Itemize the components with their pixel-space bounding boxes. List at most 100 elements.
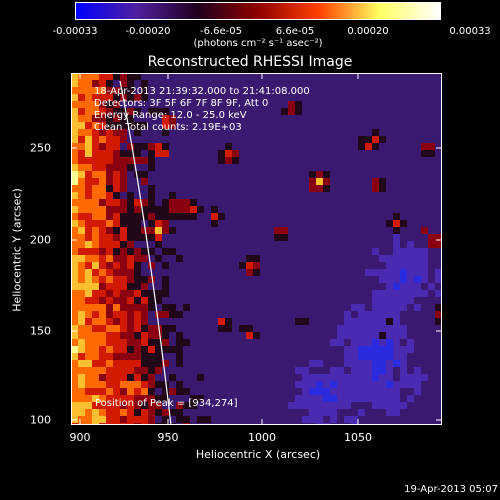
heatmap-cell — [309, 283, 316, 290]
heatmap-cell — [316, 80, 323, 87]
heatmap-cell — [85, 129, 92, 136]
heatmap-cell — [141, 276, 148, 283]
heatmap-cell — [260, 353, 267, 360]
heatmap-cell — [344, 115, 351, 122]
heatmap-cell — [330, 234, 337, 241]
heatmap-cell — [414, 283, 421, 290]
heatmap-cell — [218, 402, 225, 409]
heatmap-cell — [162, 381, 169, 388]
heatmap-cell — [211, 129, 218, 136]
heatmap-cell — [85, 241, 92, 248]
colorbar-tick-label: 0.00033 — [449, 26, 491, 37]
heatmap-cell — [309, 374, 316, 381]
heatmap-cell — [120, 192, 127, 199]
heatmap-cell — [337, 101, 344, 108]
heatmap-cell — [169, 185, 176, 192]
heatmap-cell — [414, 262, 421, 269]
heatmap-cell — [197, 255, 204, 262]
heatmap-cell — [323, 409, 330, 416]
heatmap-cell — [414, 171, 421, 178]
heatmap-cell — [295, 276, 302, 283]
heatmap-cell — [274, 374, 281, 381]
heatmap-cell — [141, 101, 148, 108]
heatmap-cell — [372, 311, 379, 318]
heatmap-cell — [295, 332, 302, 339]
heatmap-cell — [414, 269, 421, 276]
heatmap-cell — [99, 101, 106, 108]
heatmap-cell — [379, 311, 386, 318]
heatmap-cell — [337, 388, 344, 395]
heatmap-cell — [386, 346, 393, 353]
heatmap-cell — [302, 353, 309, 360]
heatmap-cell — [71, 311, 78, 318]
heatmap-cell — [246, 157, 253, 164]
heatmap-cell — [330, 199, 337, 206]
heatmap-cell — [302, 367, 309, 374]
heatmap-cell — [281, 185, 288, 192]
heatmap-cell — [113, 360, 120, 367]
heatmap-cell — [246, 199, 253, 206]
heatmap-cell — [274, 227, 281, 234]
heatmap-cell — [218, 199, 225, 206]
heatmap-cell — [99, 290, 106, 297]
heatmap-cell — [281, 283, 288, 290]
heatmap-cell — [372, 255, 379, 262]
heatmap-cell — [400, 388, 407, 395]
heatmap-cell — [337, 346, 344, 353]
heatmap-cell — [120, 360, 127, 367]
heatmap-cell — [253, 192, 260, 199]
heatmap-cell — [106, 129, 113, 136]
heatmap-cell — [372, 409, 379, 416]
heatmap-cell — [148, 220, 155, 227]
heatmap-cell — [239, 213, 246, 220]
heatmap-cell — [344, 311, 351, 318]
heatmap-cell — [155, 87, 162, 94]
heatmap-cell — [204, 101, 211, 108]
heatmap-cell — [295, 73, 302, 80]
heatmap-cell — [253, 199, 260, 206]
heatmap-cell — [85, 304, 92, 311]
heatmap-cell — [400, 192, 407, 199]
heatmap-cell — [365, 416, 372, 423]
heatmap-cell — [316, 248, 323, 255]
heatmap-cell — [134, 346, 141, 353]
heatmap-cell — [225, 395, 232, 402]
heatmap-cell — [204, 346, 211, 353]
heatmap-cell — [309, 388, 316, 395]
heatmap-cell — [358, 262, 365, 269]
heatmap-cell — [253, 353, 260, 360]
heatmap-cell — [225, 283, 232, 290]
heatmap-cell — [78, 353, 85, 360]
heatmap-cell — [281, 129, 288, 136]
heatmap-cell — [435, 248, 442, 255]
heatmap-cell — [218, 248, 225, 255]
heatmap-cell — [281, 199, 288, 206]
axis-ticks — [71, 73, 442, 425]
heatmap-cell — [204, 283, 211, 290]
timestamp: 19-Apr-2013 05:07 — [404, 484, 498, 495]
heatmap-cell — [323, 178, 330, 185]
heatmap-cell — [267, 227, 274, 234]
heatmap-cell — [218, 150, 225, 157]
heatmap-cell — [190, 129, 197, 136]
heatmap-cell — [358, 290, 365, 297]
heatmap-cell — [428, 157, 435, 164]
heatmap-cell — [358, 409, 365, 416]
heatmap-cell — [232, 227, 239, 234]
heatmap-cell — [71, 276, 78, 283]
heatmap-cell — [141, 353, 148, 360]
heatmap-cell — [211, 80, 218, 87]
heatmap-cell — [169, 388, 176, 395]
heatmap-cell — [421, 136, 428, 143]
heatmap-cell — [239, 73, 246, 80]
heatmap-cell — [225, 87, 232, 94]
heatmap-cell — [260, 318, 267, 325]
heatmap-cell — [134, 164, 141, 171]
heatmap-cell — [211, 367, 218, 374]
heatmap-cell — [365, 178, 372, 185]
heatmap-cell — [71, 108, 78, 115]
heatmap-cell — [302, 115, 309, 122]
heatmap-cell — [428, 283, 435, 290]
heatmap-cell — [421, 276, 428, 283]
heatmap-cell — [141, 164, 148, 171]
